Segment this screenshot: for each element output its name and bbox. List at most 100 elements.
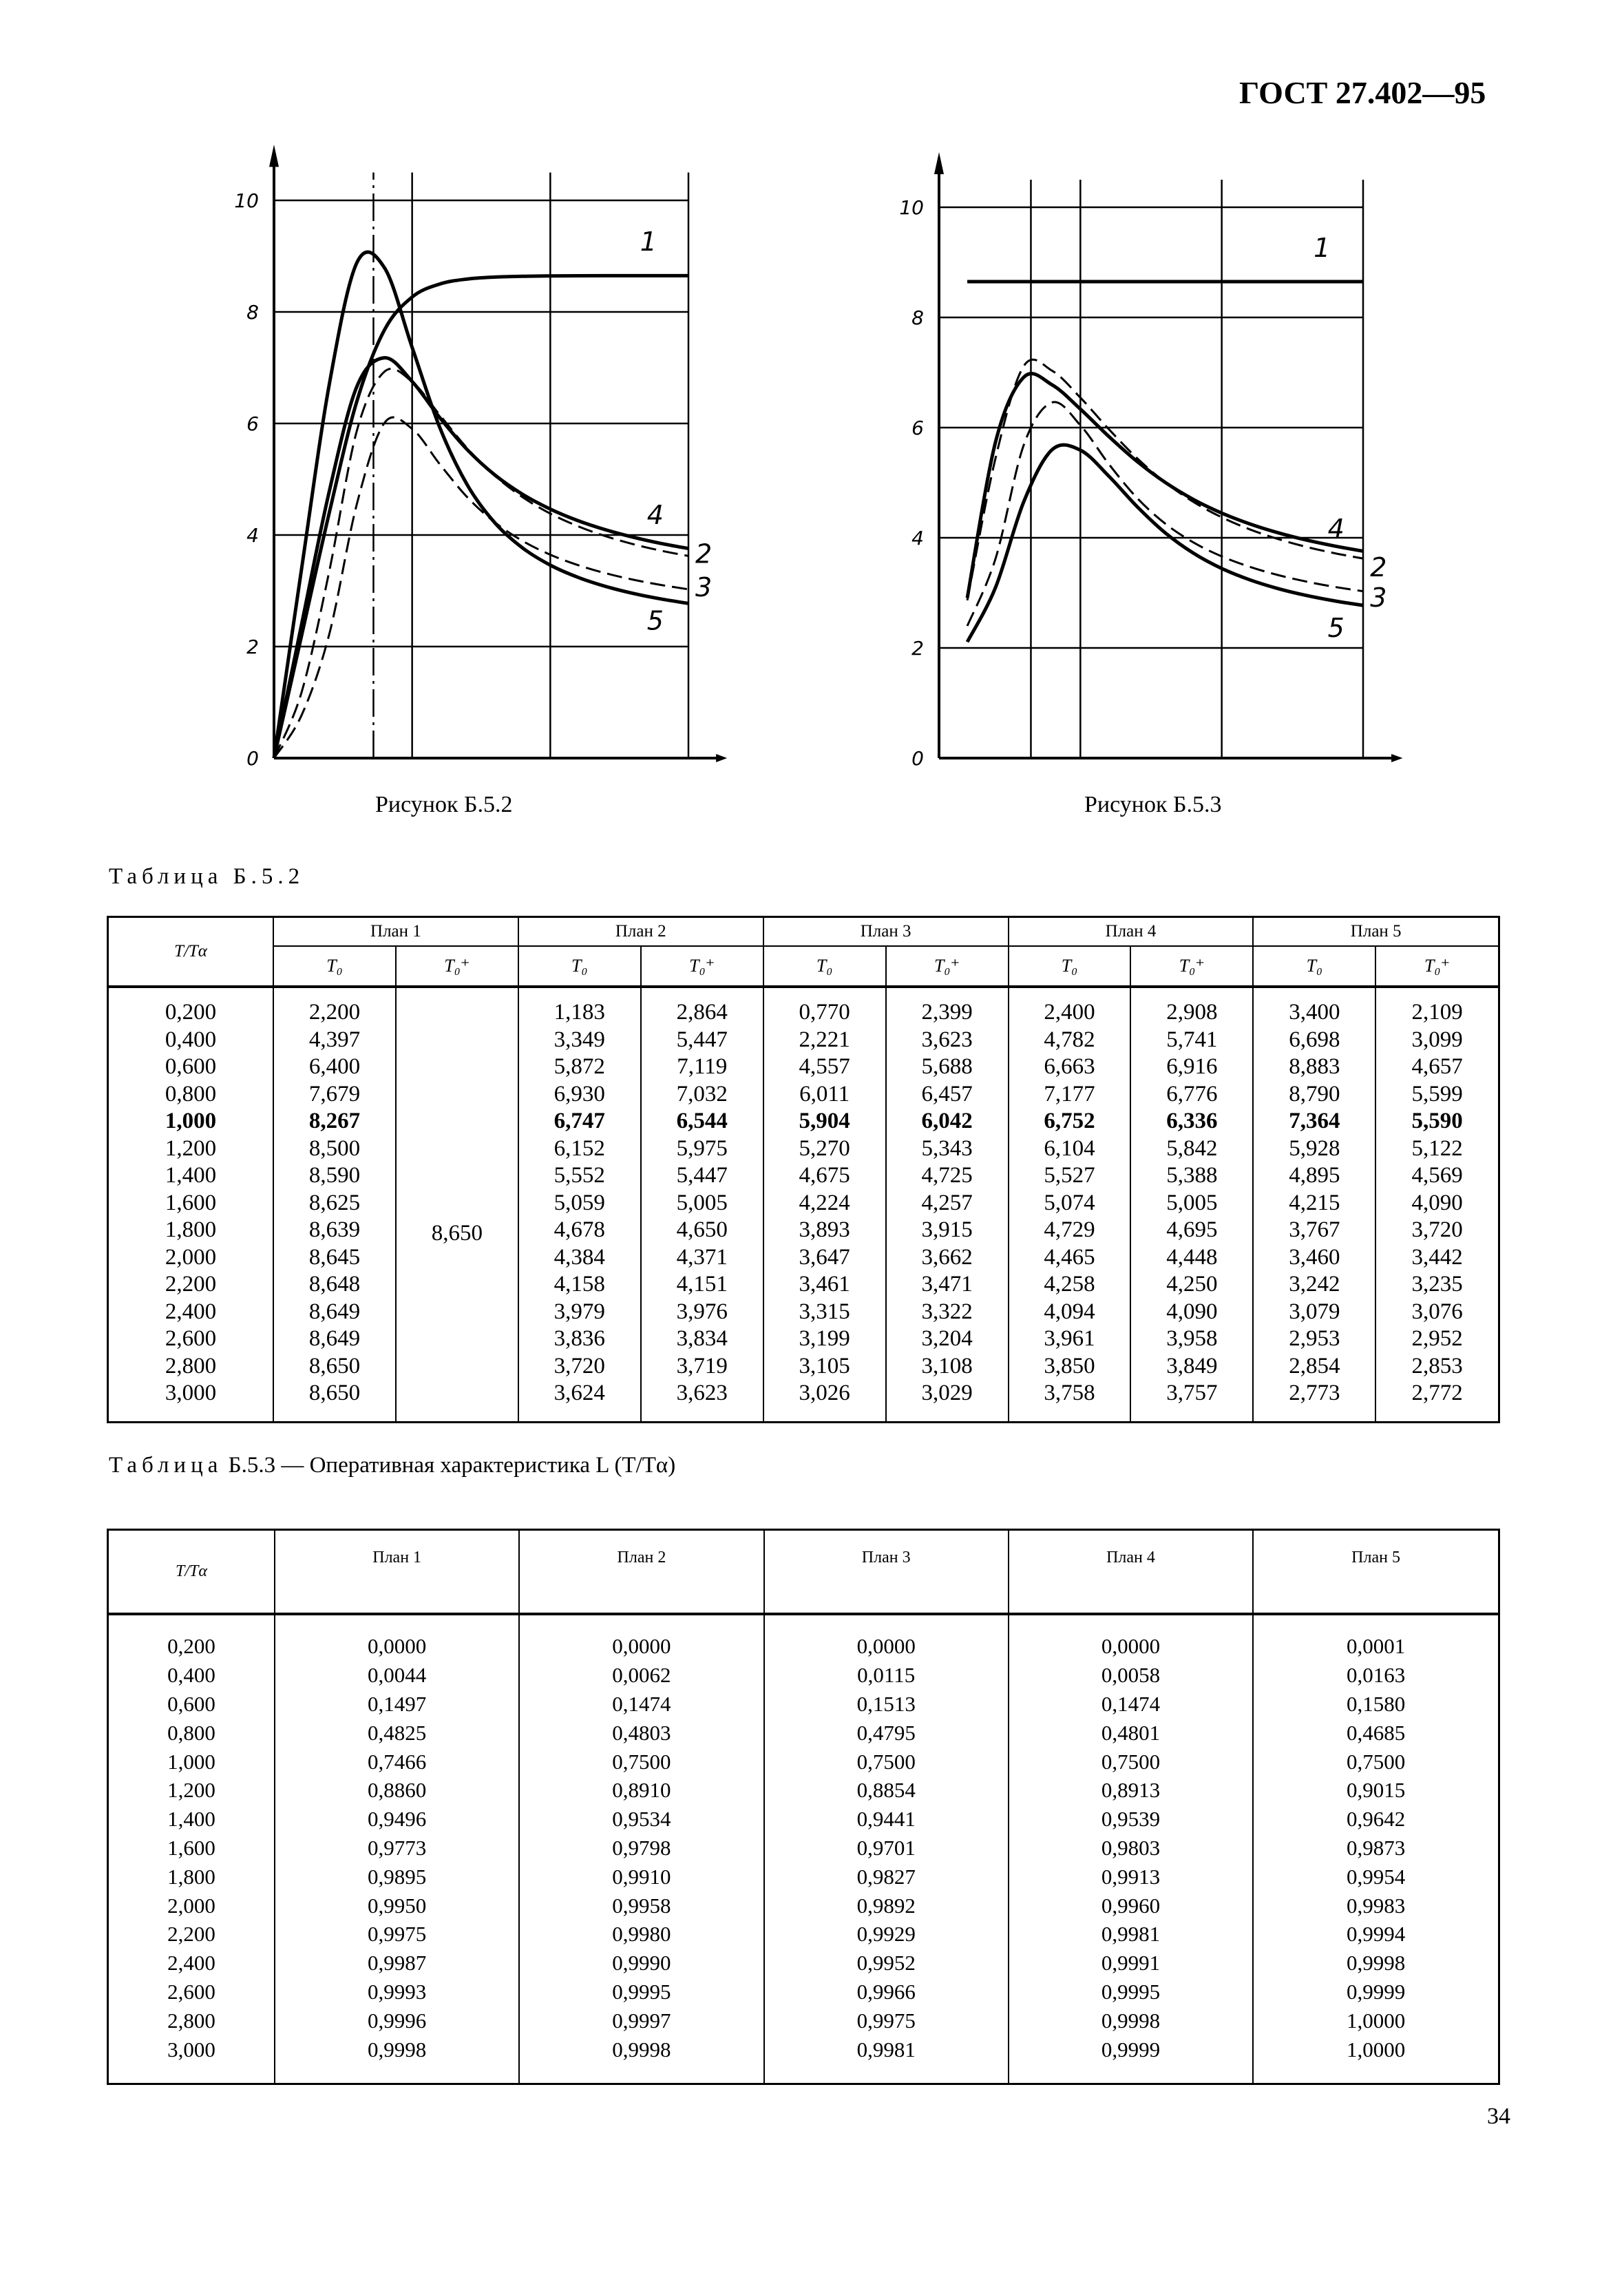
cell-value: 0,0163 <box>1252 1660 1500 1690</box>
series-label-3: 3 <box>695 572 712 602</box>
cell-value: 0,9892 <box>763 1891 1009 1920</box>
cell-value: 3,647 <box>762 1244 887 1271</box>
cell-value: 0,9981 <box>1007 1919 1254 1949</box>
cell-value: 0,9998 <box>273 2035 520 2084</box>
cell-value: 7,119 <box>640 1053 764 1081</box>
cell-value: 0,9910 <box>518 1862 765 1891</box>
figure-b52-chart: 0246810123T₀t/Tα12345 <box>234 145 728 770</box>
cell-value: 4,557 <box>762 1053 887 1081</box>
cell-value: 0,9827 <box>763 1862 1009 1891</box>
cell-value: 0,9998 <box>1252 1948 1500 1978</box>
y-axis-label: T₀⁺ <box>913 138 942 140</box>
cell-value: 4,397 <box>273 1026 397 1053</box>
cell-value: 0,0001 <box>1252 1614 1500 1661</box>
cell-value: 3,199 <box>762 1325 887 1353</box>
cell-value: 5,590 <box>1375 1108 1500 1135</box>
cell-value: 0,4801 <box>1007 1718 1254 1748</box>
figure-b53-chart: 0246810123T₀⁺t/Tα12345 <box>899 138 1403 770</box>
cell-value: 0,9539 <box>1007 1804 1254 1834</box>
table-row: 2,400 0,9987 0,9990 0,9952 0,9991 0,9998 <box>107 1948 1500 1978</box>
cell-value: 2,221 <box>762 1026 887 1053</box>
y-tick-label: 2 <box>911 637 924 660</box>
table-row: 3,000 8,650 3,624 3,623 3,026 3,029 3,758 3,757… <box>107 1380 1500 1422</box>
cell-value: 0,9987 <box>273 1948 520 1978</box>
cell-value: 8,500 <box>273 1135 397 1162</box>
cell-value: 4,465 <box>1007 1244 1132 1271</box>
cell-value: 2,109 <box>1375 987 1500 1027</box>
col-header-plan: План 1 <box>273 916 519 947</box>
cell-value: 4,384 <box>517 1244 642 1271</box>
cell-value: 3,108 <box>885 1352 1009 1380</box>
cell-value: 3,315 <box>762 1298 887 1325</box>
cell-value: 0,9981 <box>763 2035 1009 2084</box>
cell-value: 7,679 <box>273 1080 397 1108</box>
col-header-plan: План 3 <box>763 1529 1009 1615</box>
cell-t-ratio: 3,000 <box>107 1380 274 1422</box>
cell-value: 3,979 <box>517 1298 642 1325</box>
cell-value: 3,849 <box>1130 1352 1254 1380</box>
cell-t-ratio: 2,600 <box>107 1325 274 1353</box>
cell-value: 3,915 <box>885 1217 1009 1244</box>
cell-value: 8,645 <box>273 1244 397 1271</box>
cell-t-ratio: 1,600 <box>107 1833 275 1863</box>
table-row: 0,400 0,0044 0,0062 0,0115 0,0058 0,0163 <box>107 1660 1500 1690</box>
table-b52-title: Таблица Б.5.2 <box>109 864 305 889</box>
cell-value: 0,9975 <box>273 1919 520 1949</box>
cell-value: 5,059 <box>517 1189 642 1217</box>
table-row: 0,600 0,1497 0,1474 0,1513 0,1474 0,1580 <box>107 1689 1500 1719</box>
cell-value: 4,895 <box>1252 1162 1377 1190</box>
table-row: 0,600 6,400 5,872 7,119 4,557 5,688 6,663 6,916… <box>107 1053 1500 1081</box>
cell-value: 0,0000 <box>273 1614 520 1661</box>
cell-value: 4,448 <box>1130 1244 1254 1271</box>
cell-value: 0,9798 <box>518 1833 765 1863</box>
cell-value: 0,0000 <box>518 1614 765 1661</box>
cell-value: 6,752 <box>1007 1108 1132 1135</box>
cell-value: 0,0044 <box>273 1660 520 1690</box>
y-tick-label: 8 <box>911 306 924 329</box>
cell-value: 0,9954 <box>1252 1862 1500 1891</box>
cell-value: 7,177 <box>1007 1080 1132 1108</box>
cell-t-ratio: 1,400 <box>107 1804 275 1834</box>
cell-value: 5,270 <box>762 1135 887 1162</box>
series-line-4 <box>272 356 689 759</box>
cell-value: 6,336 <box>1130 1108 1254 1135</box>
table-b53-title: Таблица Б.5.3 — Оперативная характеристи… <box>109 1453 675 1478</box>
cell-value: 0,9960 <box>1007 1891 1254 1920</box>
cell-value: 3,322 <box>885 1298 1009 1325</box>
cell-value: 0,7500 <box>1252 1747 1500 1776</box>
cell-value: 2,853 <box>1375 1352 1500 1380</box>
cell-value: 8,883 <box>1252 1053 1377 1081</box>
cell-value: 4,569 <box>1375 1162 1500 1190</box>
cell-value: 0,9995 <box>518 1977 765 2006</box>
cell-value: 5,388 <box>1130 1162 1254 1190</box>
cell-value: 3,834 <box>640 1325 764 1353</box>
cell-value: 6,042 <box>885 1108 1009 1135</box>
table-row: 1,400 8,590 5,552 5,447 4,675 4,725 5,527 5,388… <box>107 1162 1500 1190</box>
cell-value: 4,094 <box>1007 1298 1132 1325</box>
cell-value: 0,9873 <box>1252 1833 1500 1863</box>
cell-value: 3,893 <box>762 1217 887 1244</box>
cell-value: 3,204 <box>885 1325 1009 1353</box>
cell-value: 4,782 <box>1007 1026 1132 1053</box>
table-row: 0,400 4,397 3,349 5,447 2,221 3,623 4,782 5,741… <box>107 1026 1500 1053</box>
y-tick-label: 10 <box>234 189 259 212</box>
cell-t-ratio: 1,800 <box>107 1217 274 1244</box>
cell-t-ratio: 2,000 <box>107 1891 275 1920</box>
cell-value: 5,688 <box>885 1053 1009 1081</box>
cell-value: 0,0115 <box>763 1660 1009 1690</box>
subheader-t0-plus: T₀⁺ <box>394 945 519 988</box>
table-row: 0,200 0,0000 0,0000 0,0000 0,0000 0,0001 <box>107 1614 1500 1661</box>
cell-value: 0,9991 <box>1007 1948 1254 1978</box>
cell-value: 5,552 <box>517 1162 642 1190</box>
cell-value: 4,725 <box>885 1162 1009 1190</box>
cell-value: 3,442 <box>1375 1244 1500 1271</box>
y-axis-arrow <box>934 152 944 174</box>
cell-value: 4,090 <box>1130 1298 1254 1325</box>
y-axis-arrow <box>269 145 279 167</box>
cell-value: 0,9534 <box>518 1804 765 1834</box>
cell-value: 0,770 <box>762 987 887 1027</box>
col-header-plan: План 2 <box>518 1529 765 1615</box>
cell-value: 3,026 <box>762 1380 887 1422</box>
cell-value: 5,975 <box>640 1135 764 1162</box>
y-tick-label: 10 <box>899 196 924 219</box>
